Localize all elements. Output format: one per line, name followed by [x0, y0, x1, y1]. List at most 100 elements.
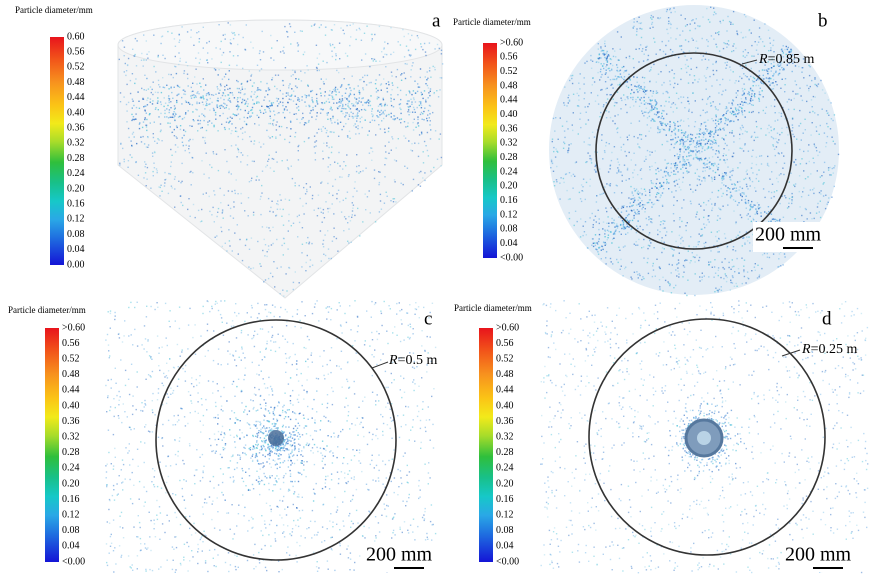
particle — [709, 157, 710, 158]
particle — [714, 177, 715, 178]
particle — [671, 292, 672, 293]
particle — [183, 93, 184, 94]
particle — [327, 136, 328, 137]
particle — [605, 263, 606, 264]
particle — [191, 91, 192, 92]
particle — [154, 151, 155, 152]
particle — [106, 562, 107, 563]
particle — [156, 168, 157, 169]
particle — [262, 480, 263, 481]
particle — [139, 124, 140, 125]
particle — [308, 69, 309, 70]
particle — [291, 225, 292, 226]
particle — [348, 96, 349, 97]
particle — [826, 123, 827, 124]
particle — [770, 50, 771, 51]
particle — [215, 237, 216, 238]
particle — [439, 48, 440, 49]
particle — [289, 96, 290, 97]
particle — [157, 138, 158, 139]
particle — [700, 184, 701, 185]
particle — [282, 160, 283, 161]
particle — [673, 205, 674, 206]
particle — [139, 128, 140, 129]
particle — [287, 36, 288, 37]
particle — [726, 145, 727, 146]
particle — [664, 105, 665, 106]
particle — [259, 263, 260, 264]
particle — [726, 190, 727, 191]
particle — [651, 166, 652, 167]
particle — [703, 202, 704, 203]
particle — [289, 200, 290, 201]
particle — [634, 200, 635, 201]
particle — [699, 176, 700, 177]
particle — [337, 108, 338, 109]
particle — [143, 59, 144, 60]
particle — [223, 103, 224, 104]
particle — [362, 221, 363, 222]
particle — [417, 83, 418, 84]
particle — [645, 195, 646, 196]
particle — [616, 128, 617, 129]
particle — [602, 50, 603, 51]
particle — [406, 94, 407, 95]
particle — [792, 124, 793, 125]
particle — [407, 122, 408, 123]
particle — [737, 235, 738, 236]
particle — [695, 173, 696, 174]
particle — [296, 104, 297, 105]
particle — [232, 94, 233, 95]
particle — [152, 103, 153, 104]
particle — [701, 180, 702, 181]
particle — [333, 103, 334, 104]
particle — [300, 30, 301, 31]
particle — [237, 81, 238, 82]
particle — [738, 272, 739, 273]
particle — [733, 50, 734, 51]
particle — [251, 116, 252, 117]
particle — [404, 166, 405, 167]
particle — [405, 78, 406, 79]
particle — [696, 254, 697, 255]
particle — [636, 213, 637, 214]
particle — [771, 171, 772, 172]
particle — [343, 161, 344, 162]
particle — [222, 79, 223, 80]
particle — [144, 106, 145, 107]
particle — [142, 127, 143, 128]
particle — [369, 130, 370, 131]
particle — [683, 97, 684, 98]
particle — [321, 24, 322, 25]
particle — [563, 178, 564, 179]
particle — [775, 138, 776, 139]
particle — [428, 92, 429, 93]
particle — [694, 146, 695, 147]
particle — [762, 254, 763, 255]
particle — [280, 293, 281, 294]
particle — [744, 144, 745, 145]
particle — [625, 228, 626, 229]
particle — [621, 36, 622, 37]
particle — [257, 87, 258, 88]
particle — [785, 78, 786, 79]
particle — [327, 306, 328, 307]
particle — [229, 171, 230, 172]
particle — [559, 198, 560, 199]
particle — [130, 80, 131, 81]
particle — [686, 295, 687, 296]
particle — [383, 118, 384, 119]
particle — [251, 178, 252, 179]
particle — [386, 477, 387, 478]
particle — [813, 96, 814, 97]
particle — [388, 128, 389, 129]
particle — [264, 96, 265, 97]
particle — [611, 242, 612, 243]
particle — [331, 51, 332, 52]
particle — [322, 461, 323, 462]
particle — [289, 112, 290, 113]
particle — [441, 53, 442, 54]
particle — [262, 171, 263, 172]
particle — [180, 196, 181, 197]
particle — [350, 220, 351, 221]
